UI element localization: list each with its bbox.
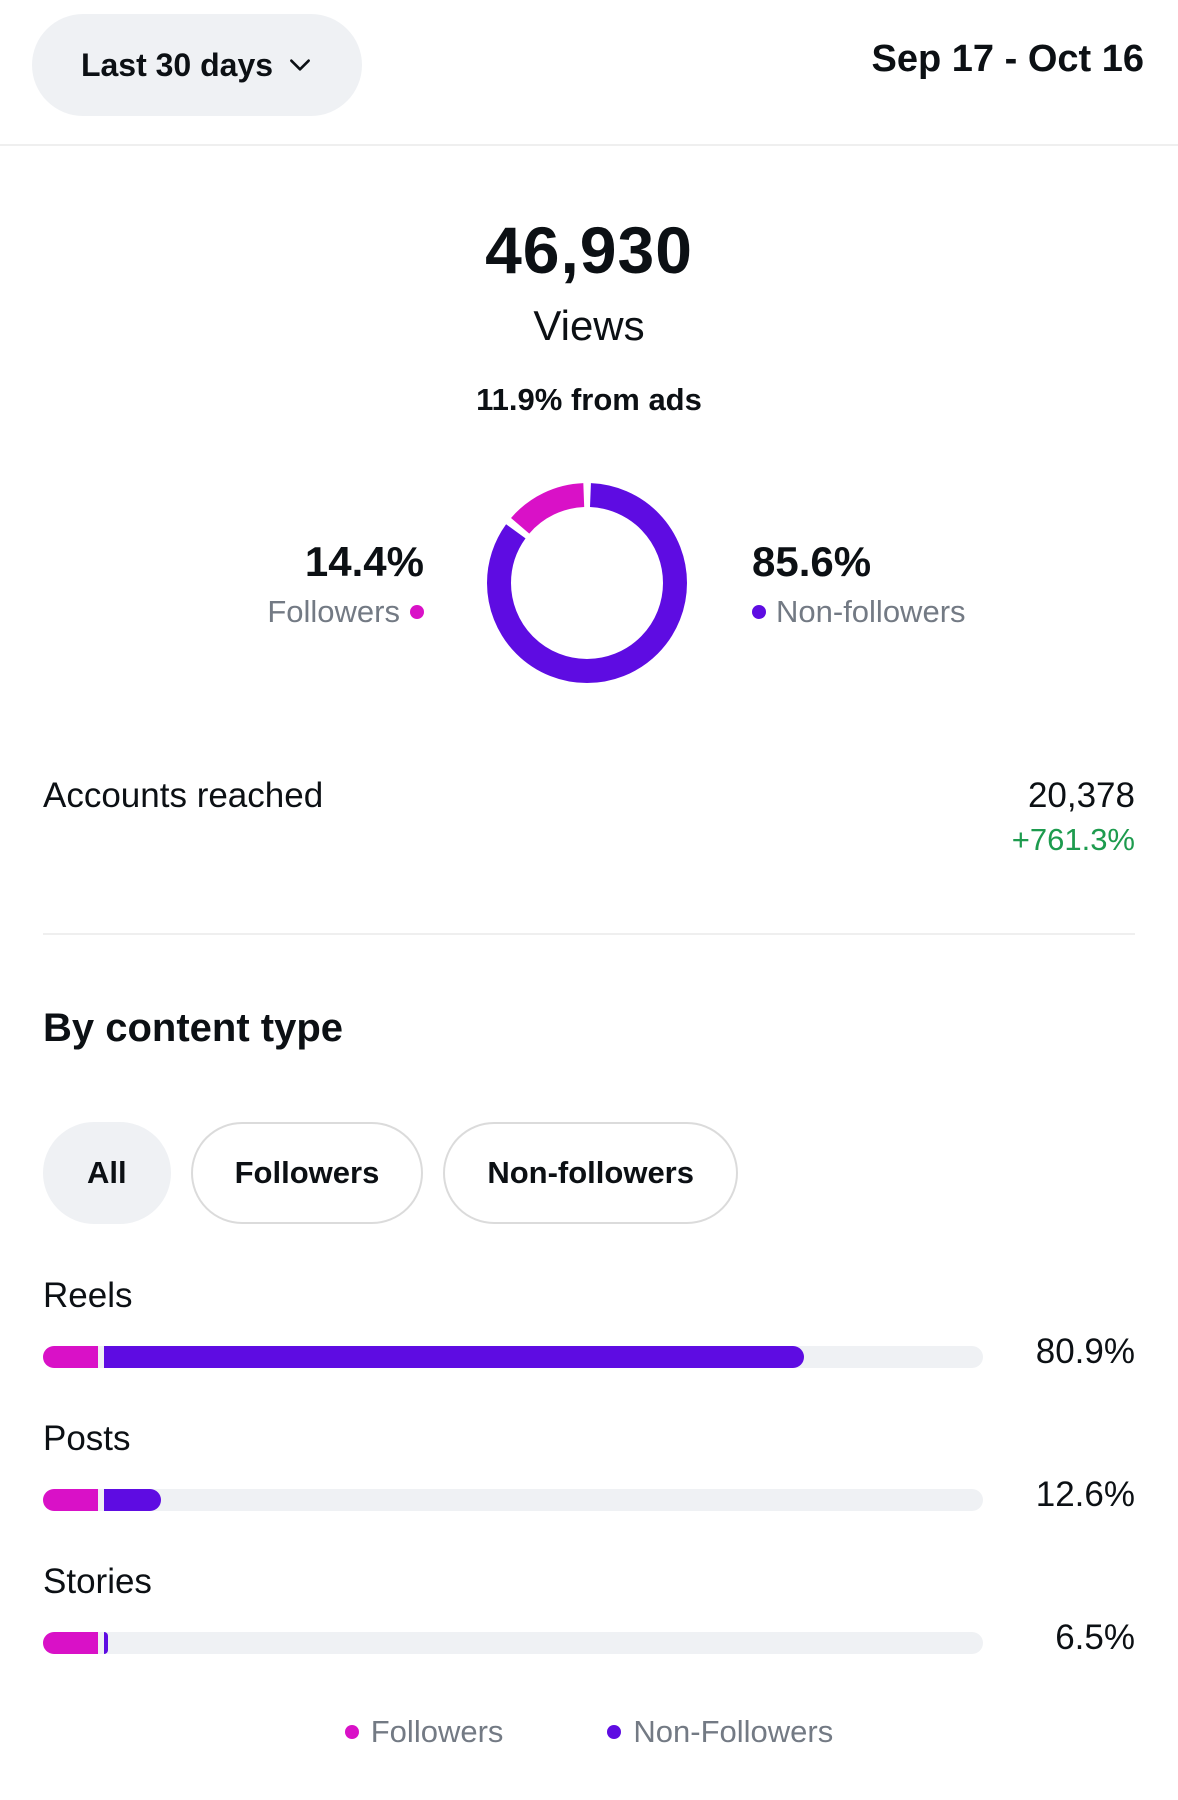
chart-legend: Followers Non-Followers	[0, 1714, 1178, 1750]
non-followers-legend-dot-icon	[607, 1725, 622, 1739]
content-row-percent: 80.9%	[1035, 1332, 1135, 1371]
content-bar-track	[43, 1632, 983, 1654]
views-total: 46,930	[485, 213, 693, 287]
non-followers-split-label: Non-followers	[776, 594, 966, 629]
legend-item-non-followers: Non-Followers	[607, 1714, 833, 1750]
accounts-reached-row[interactable]: Accounts reached 20,378 +761.3%	[43, 776, 1135, 857]
accounts-reached-label: Accounts reached	[43, 776, 324, 815]
bar-segment-followers	[43, 1489, 98, 1511]
legend-item-followers: Followers	[344, 1714, 504, 1750]
bar-segment-non-followers	[103, 1346, 805, 1368]
views-label: Views	[533, 302, 645, 349]
chip-all[interactable]: All	[43, 1122, 171, 1224]
audience-filter-chips: All Followers Non-followers	[43, 1122, 738, 1224]
followers-split: 14.4% Followers	[267, 538, 424, 630]
date-range-dropdown[interactable]: Last 30 days	[32, 14, 362, 116]
followers-dot-icon	[410, 605, 424, 619]
accounts-reached-value: 20,378	[1027, 776, 1135, 815]
legend-label-followers: Followers	[370, 1714, 504, 1749]
content-row-posts: Posts 12.6%	[43, 1419, 1135, 1529]
followers-legend-dot-icon	[344, 1725, 359, 1739]
chip-non-followers[interactable]: Non-followers	[443, 1122, 738, 1224]
content-bar-track	[43, 1346, 983, 1368]
section-divider	[43, 933, 1135, 935]
content-row-stories: Stories 6.5%	[43, 1562, 1135, 1672]
followers-split-label: Followers	[267, 594, 400, 629]
top-bar: Last 30 days Sep 17 - Oct 16	[0, 0, 1178, 146]
content-row-label: Reels	[43, 1276, 133, 1315]
content-row-percent: 12.6%	[1035, 1475, 1135, 1514]
bar-segment-followers	[43, 1346, 98, 1368]
content-row-percent: 6.5%	[1055, 1618, 1135, 1657]
content-row-reels: Reels 80.9%	[43, 1276, 1135, 1386]
views-donut-chart	[482, 478, 692, 688]
content-bar-track	[43, 1489, 983, 1511]
followers-percent: 14.4%	[304, 538, 424, 585]
content-row-label: Stories	[43, 1562, 152, 1601]
non-followers-split: 85.6% Non-followers	[752, 538, 966, 630]
non-followers-dot-icon	[752, 605, 766, 619]
non-followers-percent: 85.6%	[752, 538, 872, 585]
content-type-title: By content type	[43, 1006, 344, 1050]
ads-note: 11.9% from ads	[476, 382, 702, 417]
legend-label-non-followers: Non-Followers	[633, 1714, 834, 1749]
bar-segment-followers	[43, 1632, 98, 1654]
chip-followers[interactable]: Followers	[190, 1122, 424, 1224]
bar-segment-non-followers	[103, 1632, 108, 1654]
donut-segment-non-followers	[487, 483, 687, 683]
content-row-label: Posts	[43, 1419, 131, 1458]
date-range-text: Sep 17 - Oct 16	[871, 38, 1144, 80]
chevron-down-icon	[290, 59, 311, 71]
date-range-label: Last 30 days	[80, 46, 274, 83]
bar-segment-non-followers	[103, 1489, 162, 1511]
accounts-reached-delta: +761.3%	[1011, 822, 1135, 857]
